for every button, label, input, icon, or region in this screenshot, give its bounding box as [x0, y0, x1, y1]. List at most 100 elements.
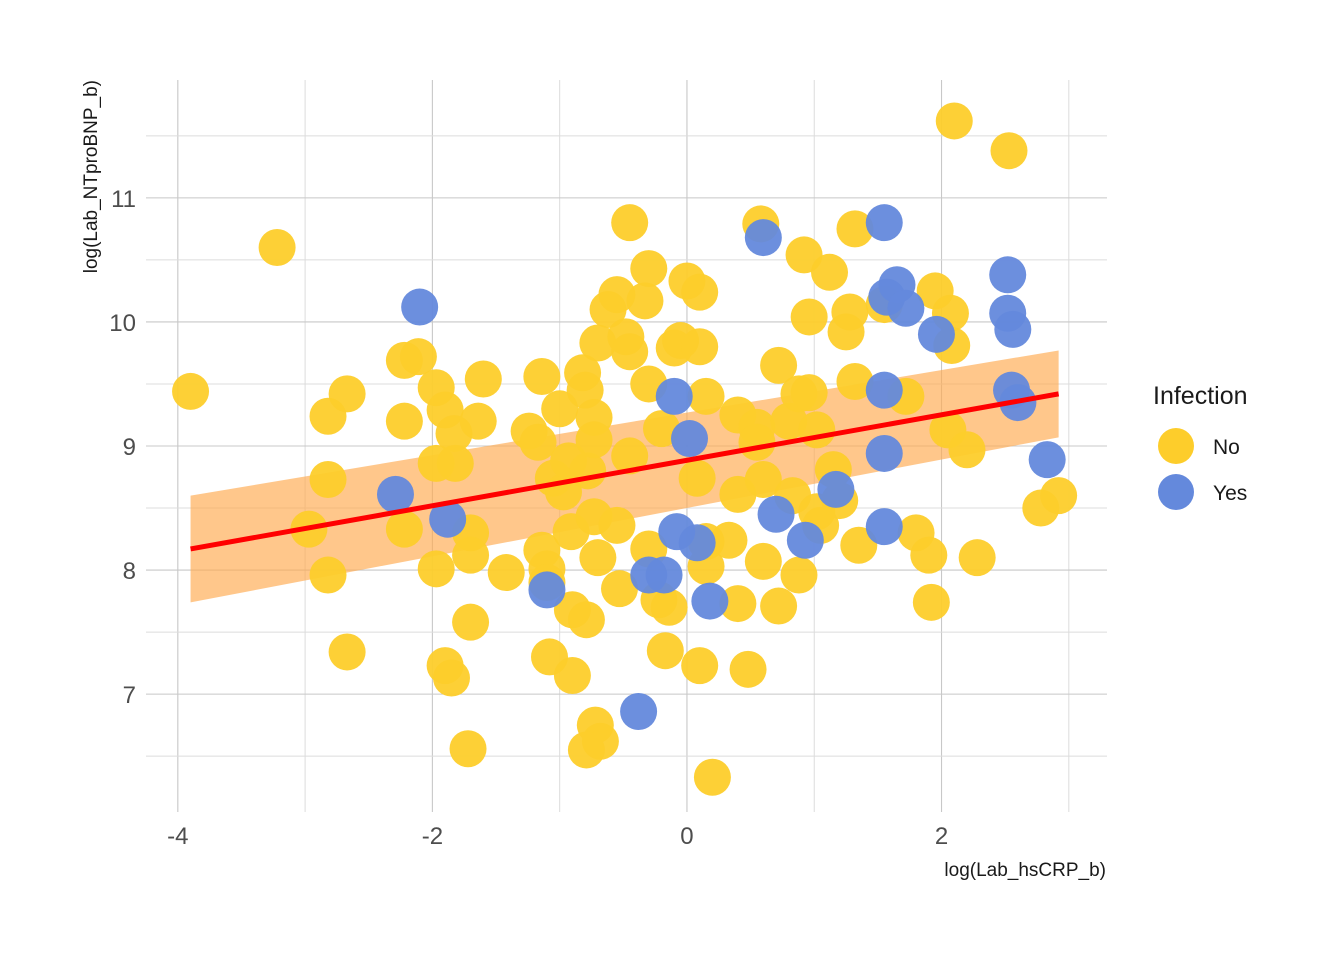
y-tick-label: 10: [109, 310, 136, 337]
data-point-no: [958, 539, 996, 577]
data-point-no: [744, 460, 782, 498]
data-point-no: [948, 431, 986, 469]
data-point-no: [678, 459, 716, 497]
data-point-no: [417, 550, 455, 588]
data-point-no: [681, 273, 719, 311]
data-point-no: [567, 601, 605, 639]
data-point-yes: [691, 582, 729, 620]
data-point-no: [935, 102, 973, 140]
data-point-no: [385, 402, 423, 440]
data-point-no: [258, 228, 296, 266]
data-point-yes: [401, 288, 439, 326]
data-point-yes: [786, 521, 824, 559]
data-point-no: [790, 298, 828, 336]
data-point-no: [519, 423, 557, 461]
data-point-no: [611, 333, 649, 371]
data-point-no: [693, 758, 731, 796]
data-point-yes: [1028, 441, 1066, 479]
data-point-no: [719, 585, 757, 623]
data-point-yes: [655, 377, 693, 415]
data-point-no: [729, 650, 767, 688]
x-tick-label: -2: [422, 823, 443, 850]
data-point-no: [579, 539, 617, 577]
data-point-no: [523, 358, 561, 396]
data-point-no: [579, 324, 617, 362]
data-point-no: [328, 375, 366, 413]
data-point-no: [912, 583, 950, 621]
data-point-no: [760, 587, 798, 625]
data-point-no: [687, 377, 725, 415]
data-point-no: [760, 346, 798, 384]
data-point-no: [598, 276, 636, 314]
data-point-no: [1040, 477, 1078, 515]
x-tick-label: -4: [167, 823, 188, 850]
data-point-yes: [620, 693, 658, 731]
data-point-no: [399, 338, 437, 376]
data-point-no: [553, 657, 591, 695]
data-point-no: [432, 659, 470, 697]
data-point-no: [840, 526, 878, 564]
data-point-no: [780, 556, 818, 594]
data-point-no: [452, 536, 490, 574]
data-point-yes: [887, 289, 925, 327]
data-point-yes: [865, 204, 903, 242]
trend-line: [190, 391, 1060, 552]
data-point-yes: [865, 434, 903, 472]
data-point-yes: [917, 315, 955, 353]
data-point-no: [836, 210, 874, 248]
data-point-no: [600, 570, 638, 608]
data-point-no: [681, 647, 719, 685]
data-point-yes: [429, 500, 467, 538]
y-tick-label: 8: [123, 558, 136, 585]
data-point-no: [626, 282, 664, 320]
tick-labels: -4 -2 0 2 7 8 9 10 11: [109, 186, 948, 850]
data-point-no: [449, 730, 487, 768]
x-axis-title: log(Lab_hsCRP_b): [944, 860, 1106, 881]
legend-label-no: No: [1213, 436, 1240, 459]
data-point-no: [643, 410, 681, 448]
data-point-no: [598, 506, 636, 544]
data-point-yes: [989, 256, 1027, 294]
data-point-no: [436, 444, 474, 482]
legend-label-yes: Yes: [1213, 482, 1247, 505]
data-point-no: [798, 411, 836, 449]
data-point-no: [836, 362, 874, 400]
legend-title: Infection: [1153, 382, 1248, 410]
data-point-no: [309, 460, 347, 498]
x-tick-label: 0: [680, 823, 693, 850]
data-point-no: [738, 423, 776, 461]
data-point-no: [541, 390, 579, 428]
y-tick-label: 11: [111, 186, 136, 213]
data-point-yes: [757, 495, 795, 533]
data-point-yes: [865, 508, 903, 546]
data-point-no: [459, 402, 497, 440]
data-point-no: [385, 510, 423, 548]
data-point-yes: [678, 524, 716, 562]
trend-line-group: [190, 391, 1060, 552]
data-point-no: [611, 437, 649, 475]
data-points: [172, 102, 1078, 796]
data-point-yes: [865, 371, 903, 409]
data-point-no: [569, 452, 607, 490]
data-point-yes: [671, 420, 709, 458]
data-point-no: [831, 293, 869, 331]
data-point-no: [910, 536, 948, 574]
legend-key-no: [1158, 428, 1194, 464]
data-point-yes: [994, 310, 1032, 348]
y-tick-label: 9: [123, 434, 136, 461]
legend-key-yes: [1158, 474, 1194, 510]
x-tick-label: 2: [935, 823, 948, 850]
y-axis-title: log(Lab_NTproBNP_b): [81, 80, 102, 273]
data-point-no: [611, 204, 649, 242]
data-point-yes: [645, 556, 683, 594]
data-point-no: [567, 731, 605, 769]
data-point-yes: [376, 475, 414, 513]
data-point-no: [452, 603, 490, 641]
data-point-no: [575, 421, 613, 459]
data-point-no: [487, 554, 525, 592]
legend: Infection No Yes: [1153, 382, 1248, 510]
data-point-no: [790, 374, 828, 412]
data-point-yes: [528, 571, 566, 609]
data-point-no: [811, 253, 849, 291]
data-point-no: [630, 250, 668, 288]
